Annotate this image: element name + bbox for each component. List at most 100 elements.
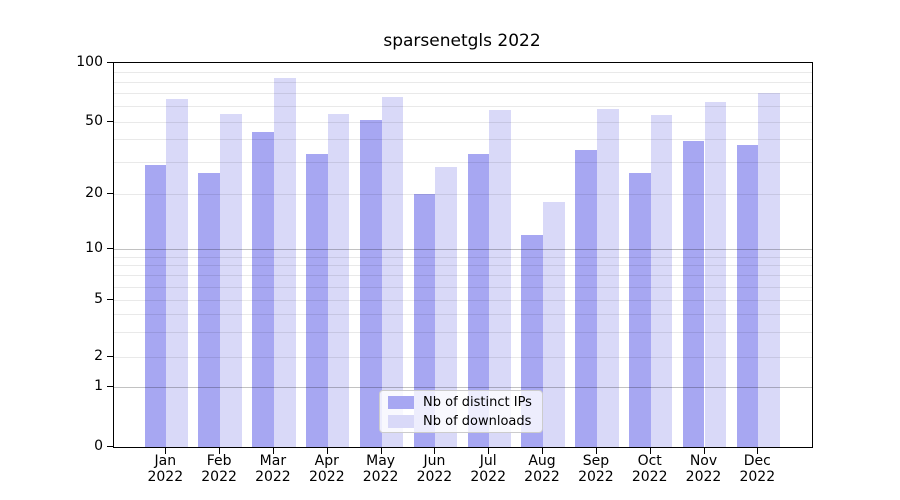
y-gridline-minor-50: [114, 121, 812, 123]
y-tick-label-50: 50: [85, 112, 103, 129]
x-tick-label-oct-2022: Oct 2022: [618, 453, 682, 485]
x-tick-mark-sep-2022: [595, 448, 597, 454]
y-gridline-minor-5: [114, 300, 812, 301]
y-tick-mark-0: [107, 445, 113, 447]
y-gridline-minor-6: [114, 286, 812, 288]
x-tick-mark-may-2022: [380, 448, 382, 454]
x-tick-label-aug-2022: Aug 2022: [510, 453, 574, 485]
legend-item-distinct-ips: Nb of distinct IPs: [388, 395, 534, 410]
y-gridline-minor-80: [114, 81, 812, 83]
x-tick-year: 2022: [201, 469, 237, 485]
y-gridline-major-10: [114, 249, 812, 250]
x-tick-label-nov-2022: Nov 2022: [672, 453, 736, 485]
x-tick-mark-jul-2022: [488, 448, 490, 454]
y-gridline-minor-60: [114, 106, 812, 108]
y-gridline-minor-9: [114, 256, 812, 258]
x-tick-mark-jun-2022: [434, 448, 436, 454]
bar-downloads-jul-2022: [489, 110, 511, 447]
x-tick-month: Sep: [582, 453, 610, 469]
y-gridline-minor-20: [114, 194, 812, 195]
plot-area: Nb of distinct IPs Nb of downloads: [113, 62, 813, 448]
y-tick-label-1: 1: [94, 378, 103, 394]
x-tick-year: 2022: [631, 469, 668, 485]
bar-downloads-feb-2022: [220, 113, 242, 447]
y-tick-label-100: 100: [76, 54, 103, 70]
x-tick-month: May: [366, 453, 396, 469]
x-tick-month: Jul: [479, 453, 497, 469]
bar-downloads-sep-2022: [596, 109, 619, 447]
y-tick-label-0: 0: [94, 437, 103, 454]
x-tick-label-apr-2022: Apr 2022: [295, 453, 359, 485]
bar-downloads-nov-2022: [704, 102, 727, 447]
bar-downloads-jan-2022: [166, 99, 188, 447]
y-gridline-minor-30: [114, 161, 812, 163]
x-tick-month: Jan: [154, 453, 177, 469]
x-tick-year: 2022: [578, 469, 614, 485]
x-tick-mark-apr-2022: [326, 448, 328, 454]
y-tick-mark-2: [107, 355, 113, 357]
x-tick-mark-nov-2022: [703, 448, 705, 454]
x-tick-year: 2022: [416, 469, 453, 485]
x-tick-month: Oct: [637, 453, 662, 469]
bar-distinct-ips-apr-2022: [306, 154, 328, 447]
x-tick-label-jul-2022: Jul 2022: [456, 453, 520, 485]
bar-distinct-ips-may-2022: [359, 119, 382, 447]
y-gridline-minor-8: [114, 265, 812, 267]
y-gridline-minor-90: [114, 71, 812, 73]
x-tick-month: Aug: [528, 453, 556, 469]
x-tick-year: 2022: [147, 469, 184, 485]
x-tick-label-jan-2022: Jan 2022: [133, 453, 197, 485]
legend: Nb of distinct IPs Nb of downloads: [379, 390, 543, 433]
bar-downloads-oct-2022: [650, 115, 673, 447]
y-tick-label-5: 5: [94, 291, 103, 307]
y-gridline-minor-4: [114, 313, 812, 315]
bar-downloads-may-2022: [381, 96, 404, 447]
x-tick-year: 2022: [524, 469, 560, 485]
bar-downloads-mar-2022: [273, 77, 296, 447]
x-tick-mark-aug-2022: [542, 448, 543, 454]
x-tick-mark-jan-2022: [165, 448, 167, 454]
bar-downloads-dec-2022: [758, 93, 780, 447]
x-tick-year: 2022: [362, 469, 399, 485]
x-tick-month: Feb: [206, 453, 232, 469]
x-tick-month: Jun: [423, 453, 446, 469]
x-tick-month: Apr: [314, 453, 339, 469]
legend-swatch-distinct-ips: [388, 395, 414, 409]
bar-distinct-ips-feb-2022: [198, 173, 221, 447]
bar-distinct-ips-dec-2022: [736, 145, 759, 447]
x-tick-year: 2022: [685, 469, 722, 485]
bar-distinct-ips-mar-2022: [252, 131, 274, 447]
y-tick-mark-5: [107, 299, 113, 300]
x-tick-year: 2022: [739, 469, 776, 485]
y-tick-mark-1: [107, 386, 113, 387]
x-tick-mark-feb-2022: [219, 448, 221, 454]
x-tick-label-dec-2022: Dec 2022: [725, 453, 789, 485]
x-tick-label-mar-2022: Mar 2022: [241, 453, 305, 485]
x-tick-label-jun-2022: Jun 2022: [402, 453, 466, 485]
x-tick-year: 2022: [255, 469, 291, 485]
y-tick-label-2: 2: [94, 347, 103, 364]
legend-label-downloads: Nb of downloads: [423, 413, 532, 429]
bar-distinct-ips-sep-2022: [575, 149, 597, 447]
bar-distinct-ips-oct-2022: [628, 173, 651, 447]
bar-downloads-apr-2022: [327, 113, 350, 447]
bar-downloads-jun-2022: [435, 167, 458, 447]
y-gridline-minor-3: [114, 331, 812, 333]
x-tick-label-may-2022: May 2022: [349, 453, 413, 485]
bar-distinct-ips-jul-2022: [467, 154, 490, 447]
y-gridline-minor-40: [114, 139, 812, 141]
y-gridline-minor-70: [114, 93, 812, 95]
x-tick-mark-oct-2022: [649, 448, 651, 454]
x-tick-month: Nov: [689, 453, 718, 469]
x-tick-mark-mar-2022: [272, 448, 274, 454]
x-tick-mark-dec-2022: [757, 448, 759, 454]
bar-distinct-ips-nov-2022: [682, 141, 705, 447]
chart-title: sparsenetgls 2022: [383, 31, 541, 51]
y-tick-mark-20: [107, 193, 113, 194]
y-gridline-minor-2: [114, 356, 812, 358]
bar-distinct-ips-jun-2022: [413, 194, 436, 447]
y-gridline-major-1: [114, 387, 812, 388]
x-tick-label-sep-2022: Sep 2022: [564, 453, 628, 485]
x-tick-month: Mar: [259, 453, 287, 469]
y-tick-label-20: 20: [85, 185, 103, 201]
